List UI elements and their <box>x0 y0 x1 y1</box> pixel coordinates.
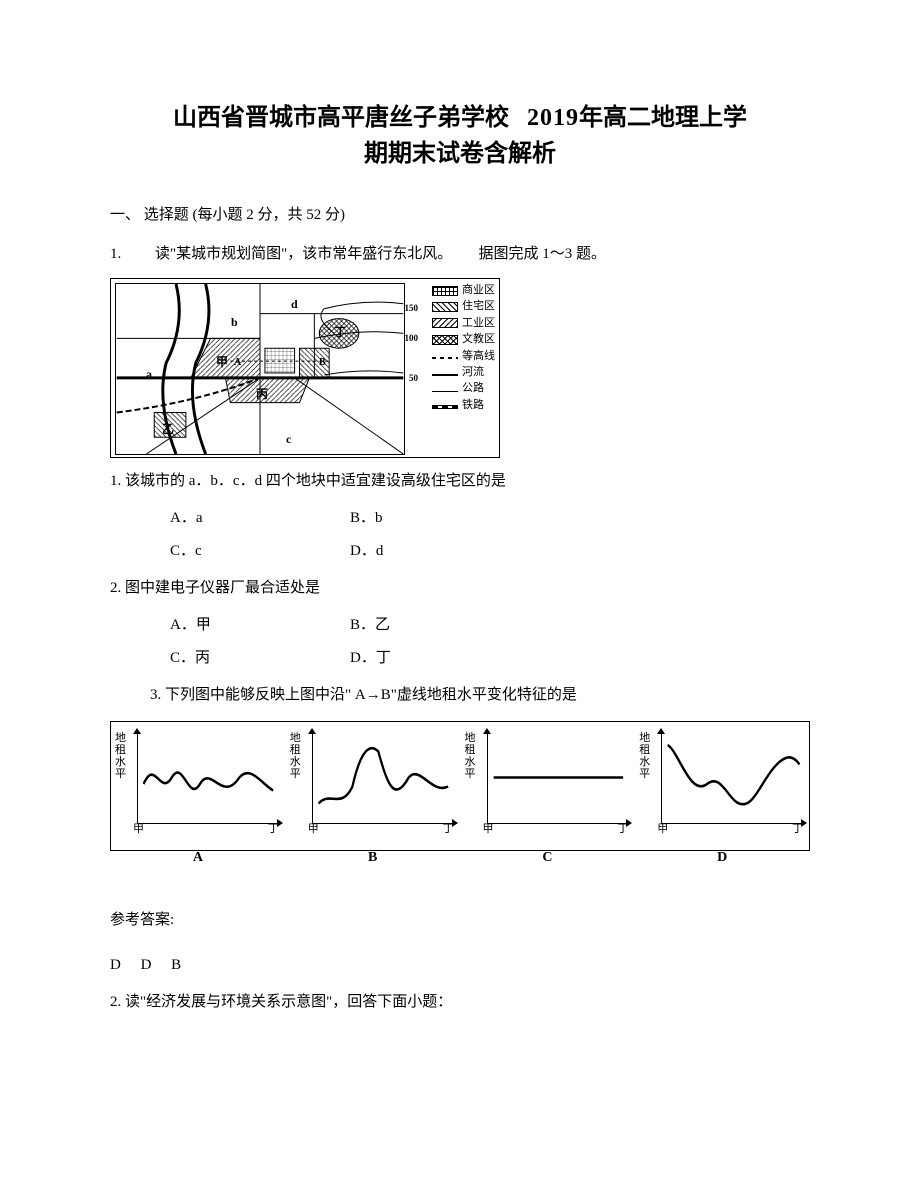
chart-B: 地租水平 甲 丁 B <box>285 722 460 850</box>
city-plan-map: a b c d 甲 乙 丙 丁 A B 150 100 50 商业区 住宅区 工… <box>110 278 500 458</box>
map-label-d: d <box>291 294 298 316</box>
answer-value: D D B <box>110 952 810 979</box>
legend-swatch-commercial <box>432 286 458 296</box>
chart-A-letter: A <box>193 845 203 870</box>
sub-question-3-stem: 3. 下列图中能够反映上图中沿" A→B"虚线地租水平变化特征的是 <box>150 682 810 709</box>
map-contour-150: 150 <box>405 300 419 316</box>
map-contour-50: 50 <box>409 370 418 386</box>
sub-question-1-stem: 1. 该城市的 a．b．c．d 四个地块中适宜建设高级住宅区的是 <box>110 468 810 495</box>
chart-D-letter: D <box>717 845 727 870</box>
chart-C-xright: 丁 <box>617 820 628 840</box>
legend-swatch-rail <box>432 405 458 409</box>
map-body: a b c d 甲 乙 丙 丁 A B 150 100 50 <box>115 283 405 455</box>
q1-number: 1. <box>110 246 121 262</box>
map-label-yi: 乙 <box>162 419 174 441</box>
curve-B <box>318 748 447 803</box>
curve-A <box>144 773 273 791</box>
legend-label-0: 商业区 <box>462 283 495 298</box>
title-year: 2019 <box>527 105 579 131</box>
chart-C-letter: C <box>542 845 552 870</box>
sub2-option-C: C．丙 <box>170 645 350 672</box>
rent-level-charts: 地租水平 甲 丁 A 地租水平 甲 丁 B 地租水平 甲 丁 C 地租水平 <box>110 721 810 851</box>
legend-swatch-river <box>432 374 458 376</box>
map-label-B: B <box>319 354 326 372</box>
sub2-option-A: A．甲 <box>170 612 350 639</box>
chart-C-ylabel: 地租水平 <box>465 732 479 780</box>
map-legend: 商业区 住宅区 工业区 文教区 等高线 河流 公路 铁路 <box>432 283 495 414</box>
legend-label-1: 住宅区 <box>462 299 495 314</box>
map-label-bing: 丙 <box>256 384 268 406</box>
sub1-option-C: C．c <box>170 538 350 565</box>
question-2-stem: 2. 读"经济发展与环境关系示意图"，回答下面小题： <box>110 989 810 1016</box>
legend-swatch-road <box>432 391 458 392</box>
legend-swatch-education <box>432 335 458 345</box>
chart-A-ylabel: 地租水平 <box>115 732 129 780</box>
chart-D-xleft: 甲 <box>657 820 668 840</box>
chart-C-xleft: 甲 <box>483 820 494 840</box>
map-label-b: b <box>231 312 238 334</box>
chart-B-xright: 丁 <box>443 820 454 840</box>
question-1-prompt: 1. 读"某城市规划简图"，该市常年盛行东北风。 据图完成 1～3 题。 <box>110 241 810 268</box>
title-part1: 山西省晋城市高平唐丝子弟学校 <box>173 105 509 131</box>
legend-swatch-industrial <box>432 318 458 328</box>
chart-A-xright: 丁 <box>268 820 279 840</box>
map-label-c: c <box>286 429 291 451</box>
legend-label-2: 工业区 <box>462 316 495 331</box>
chart-B-ylabel: 地租水平 <box>290 732 304 780</box>
q1-text-a: 读"某城市规划简图"，该市常年盛行东北风。 <box>155 246 452 262</box>
chart-C: 地租水平 甲 丁 C <box>460 722 635 850</box>
legend-label-5: 河流 <box>462 365 484 380</box>
sub2-option-D: D．丁 <box>350 645 530 672</box>
map-contour-100: 100 <box>405 330 419 346</box>
sub1-option-B: B．b <box>350 505 530 532</box>
sub1-option-D: D．d <box>350 538 530 565</box>
sub1-options-row1: A．a B．b <box>170 505 810 532</box>
map-label-A: A <box>234 354 241 372</box>
legend-swatch-residential <box>432 302 458 312</box>
legend-label-4: 等高线 <box>462 349 495 364</box>
title-part1b: 年高二地理上学 <box>579 105 747 131</box>
map-label-ding: 丁 <box>334 322 346 344</box>
sub2-options-row2: C．丙 D．丁 <box>170 645 810 672</box>
document-title: 山西省晋城市高平唐丝子弟学校 2019年高二地理上学 期期末试卷含解析 <box>110 100 810 172</box>
sub2-options-row1: A．甲 B．乙 <box>170 612 810 639</box>
chart-D-xright: 丁 <box>792 820 803 840</box>
chart-A-xleft: 甲 <box>133 820 144 840</box>
chart-A: 地租水平 甲 丁 A <box>111 722 285 850</box>
title-part2: 期期末试卷含解析 <box>364 141 556 167</box>
legend-label-7: 铁路 <box>462 398 484 413</box>
chart-D-ylabel: 地租水平 <box>639 732 653 780</box>
map-label-jia: 甲 <box>216 352 228 374</box>
map-label-a: a <box>146 364 152 386</box>
chart-B-xleft: 甲 <box>308 820 319 840</box>
section-1-heading: 一、 选择题 (每小题 2 分，共 52 分) <box>110 202 810 229</box>
q1-text-b: 据图完成 1～3 题。 <box>479 246 607 262</box>
sub-question-2-stem: 2. 图中建电子仪器厂最合适处是 <box>110 575 810 602</box>
chart-D: 地租水平 甲 丁 D <box>634 722 809 850</box>
chart-B-letter: B <box>368 845 377 870</box>
legend-swatch-contour <box>432 357 458 359</box>
sub1-options-row2: C．c D．d <box>170 538 810 565</box>
chart-strip-wrap: 地租水平 甲 丁 A 地租水平 甲 丁 B 地租水平 甲 丁 C 地租水平 <box>110 721 810 889</box>
curve-D <box>668 745 800 804</box>
sub2-option-B: B．乙 <box>350 612 530 639</box>
legend-label-3: 文教区 <box>462 332 495 347</box>
legend-label-6: 公路 <box>462 381 484 396</box>
answer-label: 参考答案: <box>110 907 810 934</box>
sub1-option-A: A．a <box>170 505 350 532</box>
